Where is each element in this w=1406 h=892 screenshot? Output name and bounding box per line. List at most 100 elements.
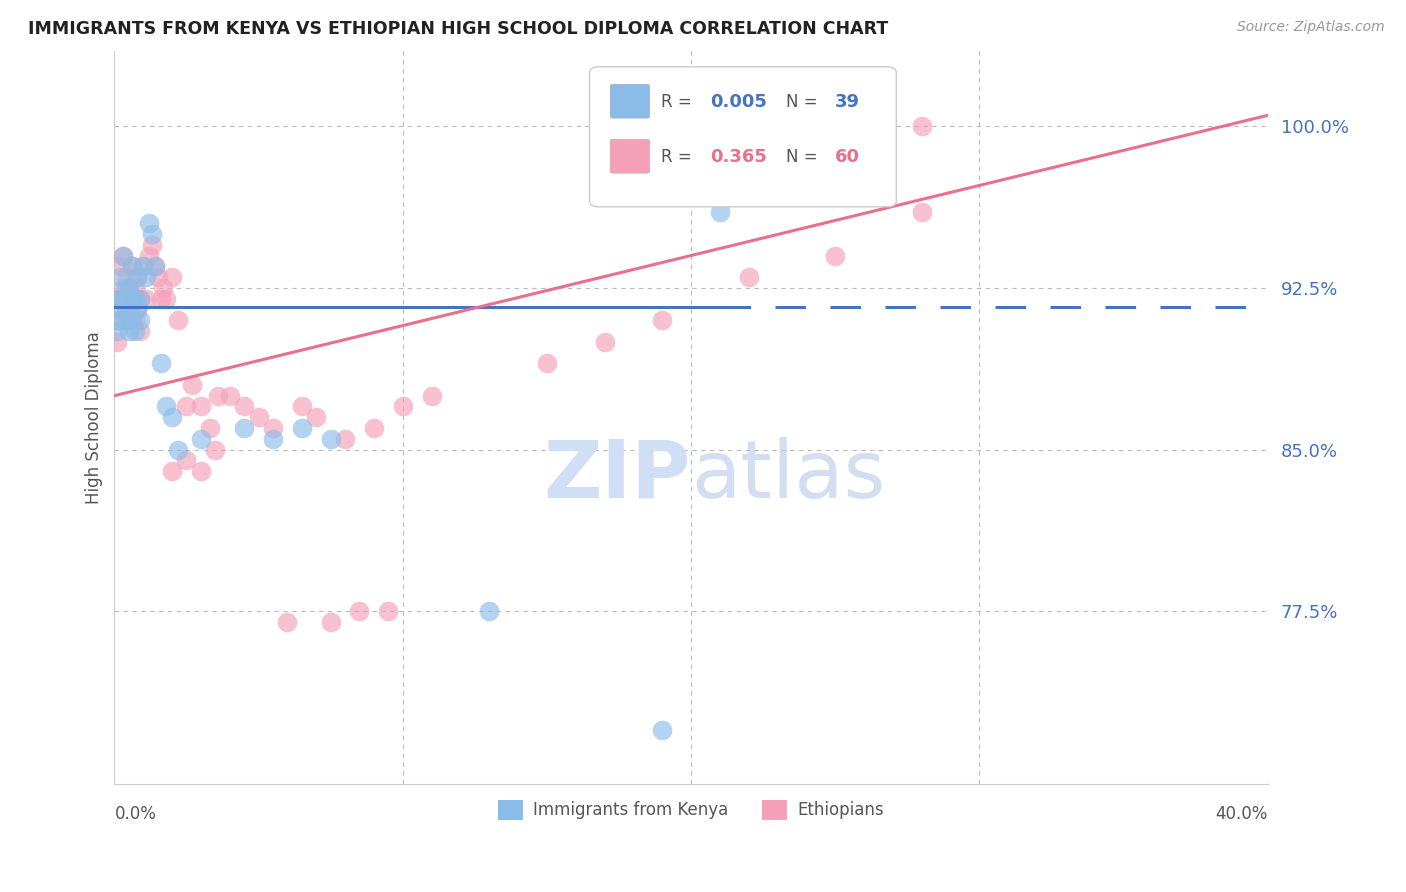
Point (166, 313, 188, 327)
Text: ZIP: ZIP (544, 437, 690, 515)
Point (478, 604, 501, 618)
Point (121, 260, 143, 274)
Legend: Immigrants from Kenya, Ethiopians: Immigrants from Kenya, Ethiopians (492, 793, 890, 827)
Point (190, 400, 212, 414)
Point (129, 292, 152, 306)
Point (108, 313, 131, 327)
Point (141, 227, 163, 241)
Point (112, 248, 135, 262)
Text: 39: 39 (835, 93, 860, 111)
Point (207, 389, 229, 403)
Point (108, 292, 131, 306)
Point (262, 421, 284, 435)
Point (149, 292, 172, 306)
Y-axis label: High School Diploma: High School Diploma (86, 331, 103, 504)
Point (124, 324, 146, 338)
Point (737, 270, 759, 285)
Point (190, 432, 212, 446)
Point (118, 302, 141, 317)
Point (166, 442, 188, 457)
Point (105, 313, 128, 327)
Point (124, 292, 146, 306)
Point (112, 292, 135, 306)
Point (420, 389, 443, 403)
Point (536, 356, 558, 370)
Point (115, 281, 138, 295)
Point (824, 248, 846, 262)
Point (115, 302, 138, 317)
Point (127, 302, 149, 317)
Point (233, 400, 256, 414)
Point (129, 324, 152, 338)
Point (105, 334, 128, 349)
Text: IMMIGRANTS FROM KENYA VS ETHIOPIAN HIGH SCHOOL DIPLOMA CORRELATION CHART: IMMIGRANTS FROM KENYA VS ETHIOPIAN HIGH … (28, 20, 889, 37)
Point (160, 270, 183, 285)
Text: N =: N = (786, 148, 823, 166)
Point (138, 248, 160, 262)
Text: R =: R = (661, 148, 697, 166)
Point (679, 119, 702, 133)
Point (121, 292, 143, 306)
Point (911, 205, 934, 219)
Point (121, 313, 143, 327)
Point (319, 432, 342, 446)
Text: Source: ZipAtlas.com: Source: ZipAtlas.com (1237, 20, 1385, 34)
Point (911, 119, 934, 133)
Text: 0.365: 0.365 (710, 148, 768, 166)
Point (149, 356, 172, 370)
Point (276, 615, 298, 629)
Point (108, 260, 131, 274)
Point (129, 292, 152, 306)
Point (118, 313, 141, 327)
Point (135, 270, 157, 285)
Point (176, 453, 198, 467)
Point (132, 260, 155, 274)
Point (127, 270, 149, 285)
Point (143, 260, 166, 274)
Point (105, 324, 128, 338)
Point (127, 270, 149, 285)
Text: atlas: atlas (690, 437, 886, 515)
FancyBboxPatch shape (589, 67, 896, 207)
Point (333, 432, 356, 446)
Point (391, 400, 413, 414)
Point (291, 421, 314, 435)
Point (108, 270, 131, 285)
Point (141, 237, 163, 252)
Text: 40.0%: 40.0% (1215, 805, 1268, 823)
Point (593, 334, 616, 349)
Point (305, 410, 328, 425)
Point (262, 432, 284, 446)
Point (112, 248, 135, 262)
Point (118, 281, 141, 295)
Point (291, 400, 314, 414)
Point (190, 464, 212, 478)
Point (138, 216, 160, 230)
Point (160, 464, 183, 478)
Point (155, 292, 177, 306)
Point (651, 313, 673, 327)
FancyBboxPatch shape (610, 85, 650, 118)
Point (247, 410, 270, 425)
Point (118, 324, 141, 338)
Text: 0.005: 0.005 (710, 93, 768, 111)
Point (124, 313, 146, 327)
FancyBboxPatch shape (610, 139, 650, 173)
Point (105, 292, 128, 306)
Point (121, 292, 143, 306)
Point (143, 260, 166, 274)
Text: 0.0%: 0.0% (114, 805, 156, 823)
Point (181, 377, 204, 392)
Point (651, 723, 673, 737)
Point (160, 410, 183, 425)
Point (709, 205, 731, 219)
Point (363, 421, 385, 435)
Point (105, 302, 128, 317)
Point (132, 260, 155, 274)
Point (349, 604, 371, 618)
Point (115, 270, 138, 285)
Point (127, 302, 149, 317)
Point (115, 313, 138, 327)
Text: N =: N = (786, 93, 823, 111)
Point (146, 270, 169, 285)
